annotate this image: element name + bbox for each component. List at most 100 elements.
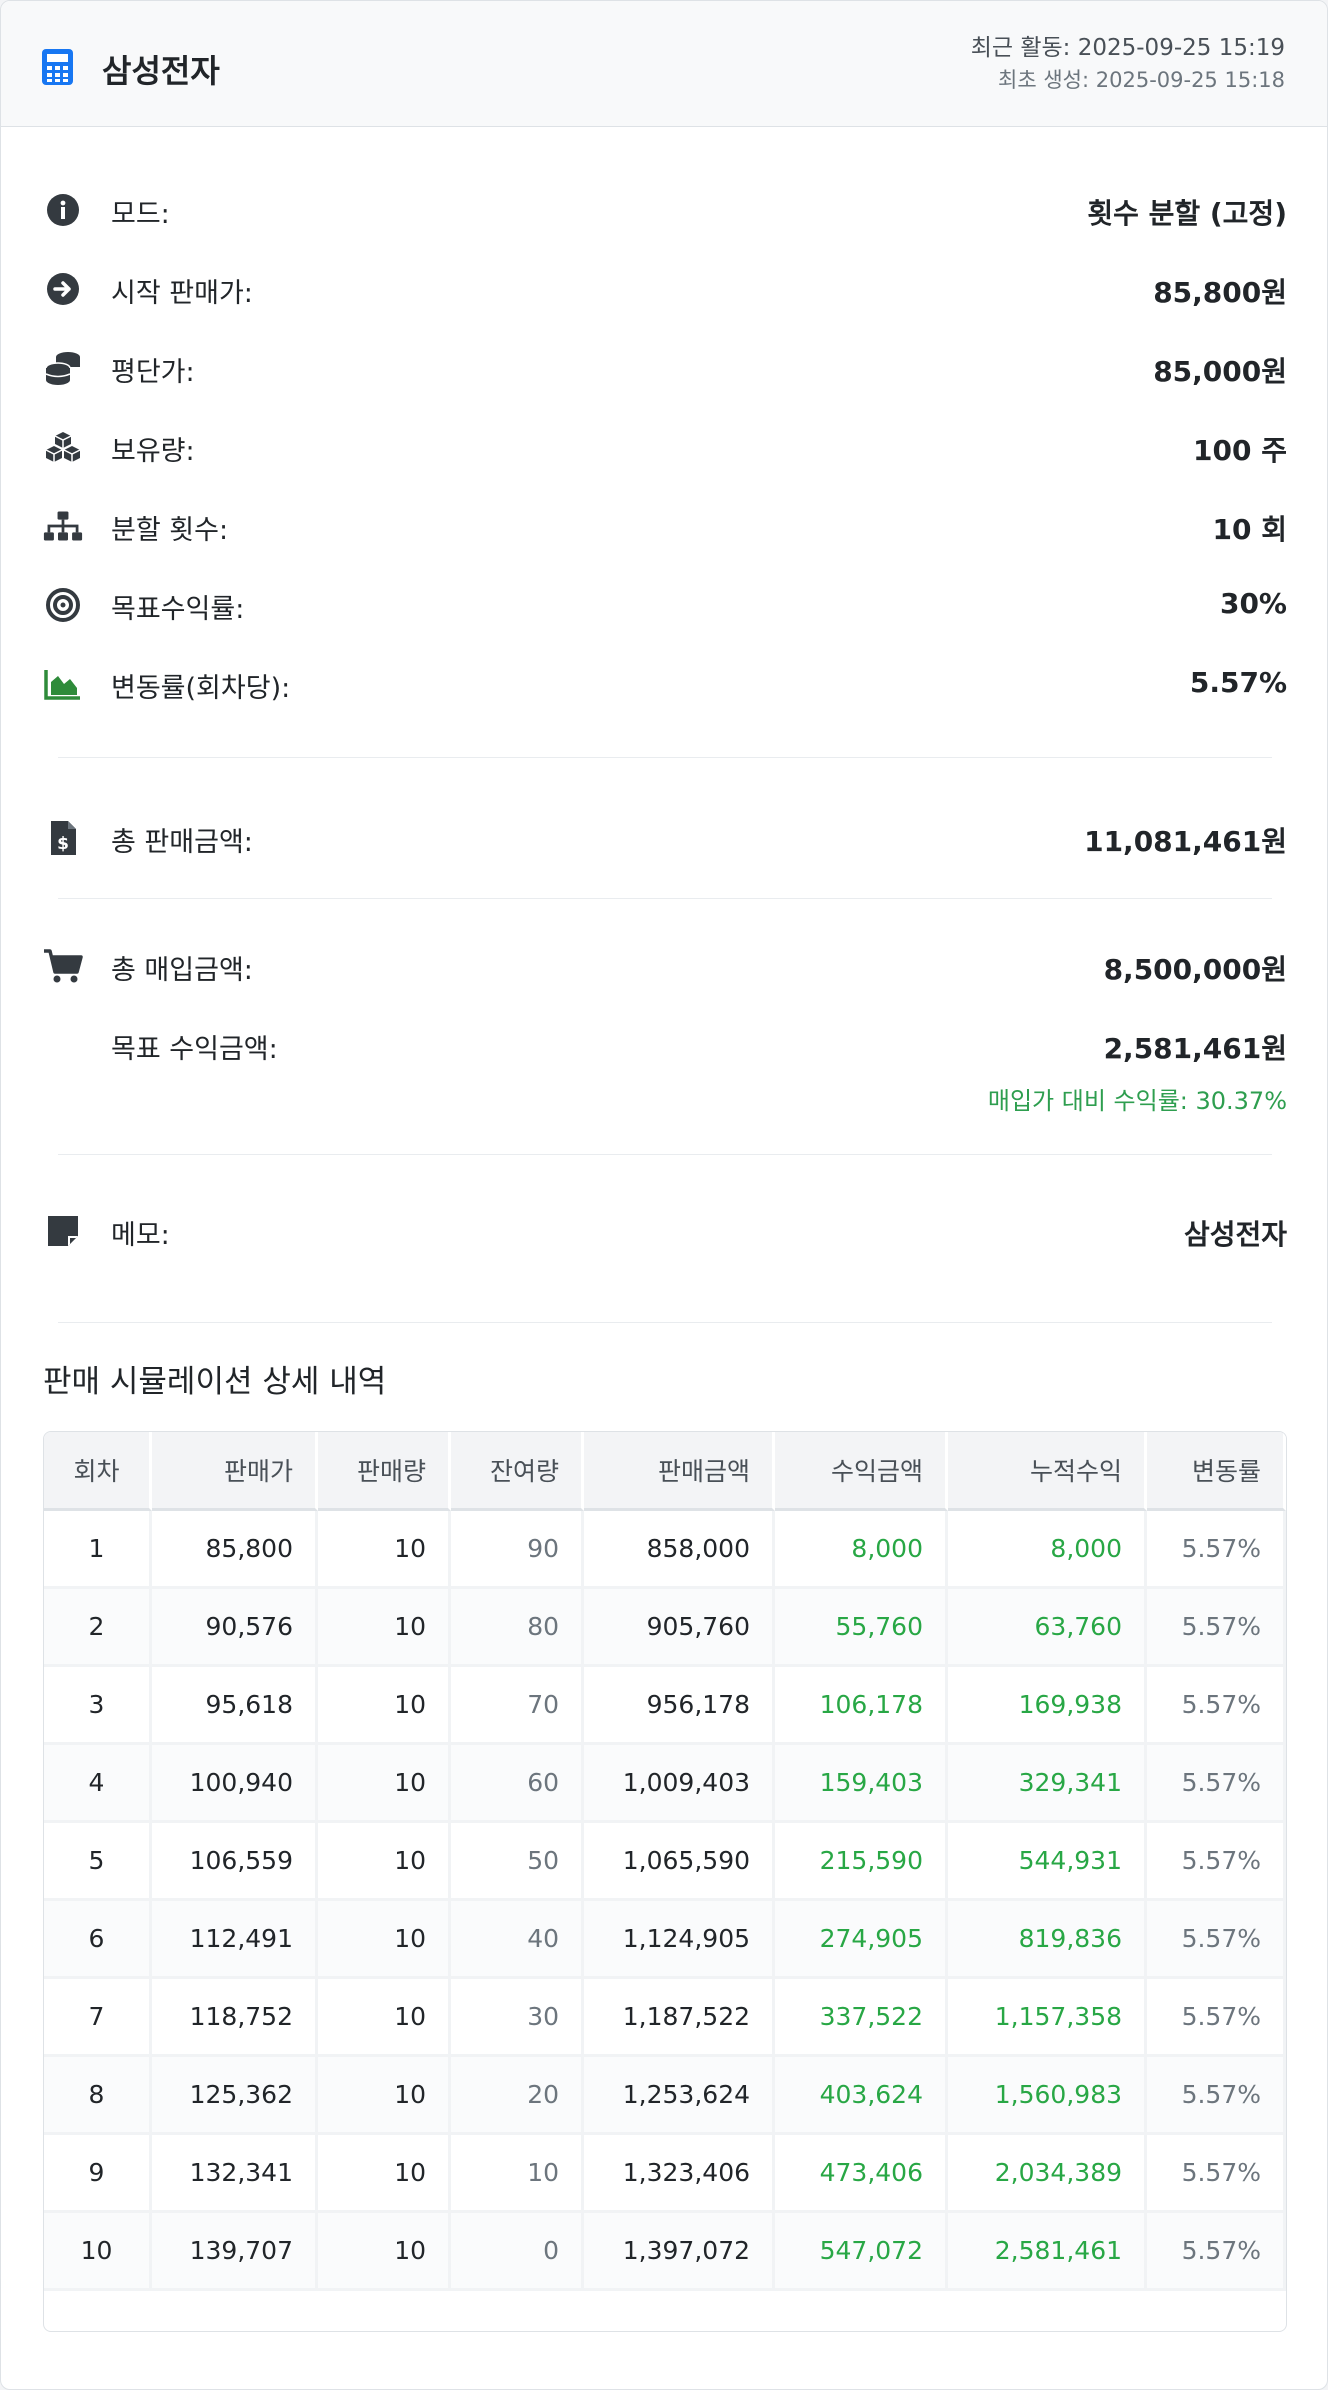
- cell-cumulative-profit: 819,836: [948, 1901, 1147, 1979]
- cell-sell-qty: 10: [318, 2213, 451, 2291]
- column-header-remaining[interactable]: 잔여량: [451, 1432, 584, 1511]
- cell-remaining: 30: [451, 1979, 584, 2057]
- cell-sell-qty: 10: [318, 1667, 451, 1745]
- table-row: 6 112,491 10 40 1,124,905 274,905 819,836 5.57%: [44, 1901, 1286, 1979]
- cell-sell-price: 125,362: [152, 2057, 318, 2135]
- column-header-profit[interactable]: 수익금액: [775, 1432, 948, 1511]
- table-row: 10 139,707 10 0 1,397,072 547,072 2,581,461 5.5…: [44, 2213, 1286, 2291]
- divider: [58, 757, 1272, 758]
- shopping-cart-icon: [43, 946, 83, 986]
- cell-sell-qty: 10: [318, 1745, 451, 1823]
- detail-row-holdings: 보유량: 100 주: [43, 415, 1287, 475]
- avg-price-label: 평단가:: [111, 357, 195, 388]
- column-header-round[interactable]: 회차: [44, 1432, 152, 1511]
- target-profit-label: 목표 수익금액:: [111, 1034, 278, 1065]
- memo-value: 삼성전자: [1183, 1218, 1287, 1251]
- target-rate-value: 30%: [1219, 587, 1287, 620]
- cell-remaining: 90: [451, 1511, 584, 1589]
- cell-sell-amount: 1,323,406: [584, 2135, 775, 2213]
- cell-sell-price: 118,752: [152, 1979, 318, 2057]
- total-sales-row: $ 총 판매금액: 11,081,461원: [43, 806, 1287, 866]
- cell-sell-price: 112,491: [152, 1901, 318, 1979]
- cell-sell-qty: 10: [318, 1901, 451, 1979]
- cell-remaining: 50: [451, 1823, 584, 1901]
- cell-profit: 403,624: [775, 2057, 948, 2135]
- cell-sell-qty: 10: [318, 2135, 451, 2213]
- cell-sell-amount: 1,065,590: [584, 1823, 775, 1901]
- cell-change-rate: 5.57%: [1147, 1901, 1286, 1979]
- column-header-sell-qty[interactable]: 판매량: [318, 1432, 451, 1511]
- mode-value: 횟수 분할 (고정): [1087, 197, 1287, 230]
- section-title: 판매 시뮬레이션 상세 내역: [43, 1364, 387, 1400]
- total-purchase-label: 총 매입금액:: [111, 955, 253, 986]
- column-header-sell-amount[interactable]: 판매금액: [584, 1432, 775, 1511]
- cell-change-rate: 5.57%: [1147, 1823, 1286, 1901]
- svg-text:$: $: [57, 834, 69, 854]
- cell-remaining: 20: [451, 2057, 584, 2135]
- table-row: 2 90,576 10 80 905,760 55,760 63,760 5.57%: [44, 1589, 1286, 1667]
- sticky-note-icon: [43, 1211, 83, 1251]
- chart-area-icon: [43, 664, 83, 704]
- profit-rate-note: 매입가 대비 수익률: 30.37%: [987, 1087, 1287, 1115]
- cell-sell-price: 132,341: [152, 2135, 318, 2213]
- table-header-row: 회차 판매가 판매량 잔여량 판매금액 수익금액 누적수익 변동률: [44, 1432, 1286, 1511]
- simulation-table: 회차 판매가 판매량 잔여량 판매금액 수익금액 누적수익 변동률 1 85,80…: [44, 1432, 1286, 2291]
- cell-sell-price: 95,618: [152, 1667, 318, 1745]
- cell-profit: 8,000: [775, 1511, 948, 1589]
- card-header: 삼성전자 최근 활동: 2025-09-25 15:19 최초 생성: 2025…: [1, 1, 1327, 127]
- coins-icon: [43, 348, 83, 388]
- cell-change-rate: 5.57%: [1147, 2135, 1286, 2213]
- column-header-cumulative-profit[interactable]: 누적수익: [948, 1432, 1147, 1511]
- cell-round: 4: [44, 1745, 152, 1823]
- cell-cumulative-profit: 2,581,461: [948, 2213, 1147, 2291]
- cell-sell-price: 106,559: [152, 1823, 318, 1901]
- mode-label: 모드:: [111, 199, 170, 230]
- cell-profit: 55,760: [775, 1589, 948, 1667]
- cell-remaining: 70: [451, 1667, 584, 1745]
- split-count-label: 분할 횟수:: [111, 515, 229, 546]
- cell-sell-amount: 1,187,522: [584, 1979, 775, 2057]
- target-icon: [43, 585, 83, 625]
- cell-round: 10: [44, 2213, 152, 2291]
- cell-profit: 547,072: [775, 2213, 948, 2291]
- cell-change-rate: 5.57%: [1147, 2213, 1286, 2291]
- cell-remaining: 40: [451, 1901, 584, 1979]
- calculator-icon: [42, 49, 73, 85]
- total-purchase-row: 총 매입금액: 8,500,000원: [43, 934, 1287, 994]
- cell-profit: 159,403: [775, 1745, 948, 1823]
- cell-sell-amount: 1,253,624: [584, 2057, 775, 2135]
- cell-profit: 473,406: [775, 2135, 948, 2213]
- cubes-icon: [43, 427, 83, 467]
- divider: [58, 1322, 1272, 1323]
- cell-profit: 337,522: [775, 1979, 948, 2057]
- cell-sell-qty: 10: [318, 2057, 451, 2135]
- cell-remaining: 0: [451, 2213, 584, 2291]
- detail-row-start-price: 시작 판매가: 85,800원: [43, 257, 1287, 317]
- cell-change-rate: 5.57%: [1147, 1589, 1286, 1667]
- cell-sell-price: 100,940: [152, 1745, 318, 1823]
- cell-cumulative-profit: 544,931: [948, 1823, 1147, 1901]
- cell-remaining: 80: [451, 1589, 584, 1667]
- table-row: 3 95,618 10 70 956,178 106,178 169,938 5.57%: [44, 1667, 1286, 1745]
- change-rate-label: 변동률(회차당):: [111, 673, 291, 704]
- cell-sell-price: 85,800: [152, 1511, 318, 1589]
- memo-label: 메모:: [111, 1220, 170, 1251]
- target-rate-label: 목표수익률:: [111, 594, 245, 625]
- memo-row: 메모: 삼성전자: [43, 1199, 1287, 1259]
- cell-sell-price: 139,707: [152, 2213, 318, 2291]
- split-count-value: 10 회: [1212, 513, 1287, 546]
- start-price-value: 85,800원: [1153, 276, 1287, 309]
- column-header-sell-price[interactable]: 판매가: [152, 1432, 318, 1511]
- cell-cumulative-profit: 8,000: [948, 1511, 1147, 1589]
- created-time: 최초 생성: 2025-09-25 15:18: [998, 68, 1285, 92]
- detail-row-split-count: 분할 횟수: 10 회: [43, 494, 1287, 554]
- cell-sell-qty: 10: [318, 1979, 451, 2057]
- column-header-change-rate[interactable]: 변동률: [1147, 1432, 1286, 1511]
- cell-round: 6: [44, 1901, 152, 1979]
- table-row: 9 132,341 10 10 1,323,406 473,406 2,034,389 5.5…: [44, 2135, 1286, 2213]
- holdings-label: 보유량:: [111, 436, 195, 467]
- cell-cumulative-profit: 169,938: [948, 1667, 1147, 1745]
- cell-remaining: 60: [451, 1745, 584, 1823]
- target-profit-value: 2,581,461원: [1103, 1032, 1287, 1065]
